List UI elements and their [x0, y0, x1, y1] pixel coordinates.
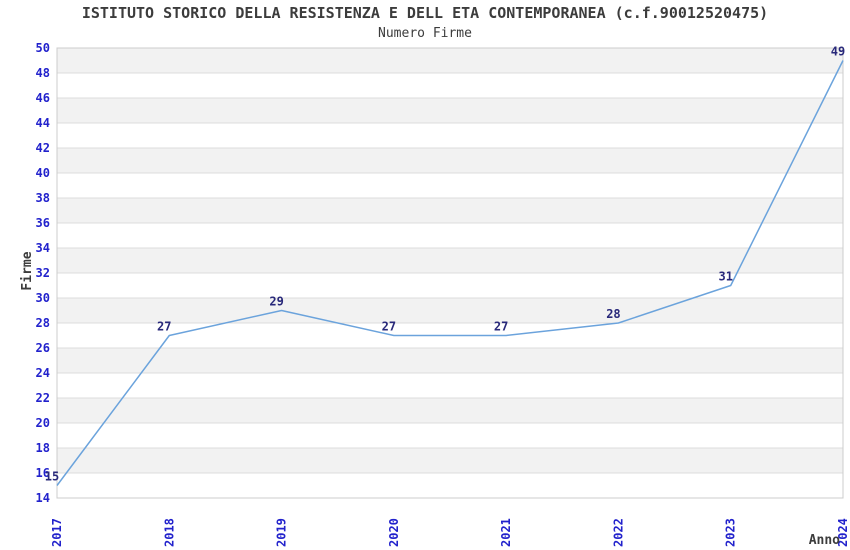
chart-title: ISTITUTO STORICO DELLA RESISTENZA E DELL… [81, 4, 769, 22]
x-tick-label: 2020 [387, 518, 401, 547]
y-tick-label: 46 [36, 91, 50, 105]
y-tick-label: 42 [36, 141, 50, 155]
plot-band [57, 48, 843, 73]
y-tick-label: 34 [36, 241, 50, 255]
x-tick-label: 2023 [724, 518, 738, 547]
x-tick-label: 2021 [499, 518, 513, 547]
data-label: 15 [45, 470, 59, 484]
y-tick-label: 44 [36, 116, 50, 130]
x-tick-label: 2017 [50, 518, 64, 547]
x-tick-label: 2024 [836, 518, 850, 547]
y-tick-label: 36 [36, 216, 50, 230]
data-label: 29 [269, 295, 283, 309]
chart-subtitle: Numero Firme [378, 26, 472, 41]
data-label: 27 [382, 320, 396, 334]
plot-band [57, 148, 843, 173]
plot-band [57, 348, 843, 373]
data-label: 27 [157, 320, 171, 334]
plot-band [57, 398, 843, 423]
plot-band [57, 198, 843, 223]
plot-border [56, 47, 844, 499]
y-tick-label: 18 [36, 441, 50, 455]
y-tick-label: 24 [36, 366, 50, 380]
plot-band [57, 98, 843, 123]
plot-band [57, 248, 843, 273]
plot-band [57, 448, 843, 473]
y-tick-label: 40 [36, 166, 50, 180]
plot-band [57, 298, 843, 323]
data-label: 49 [831, 45, 845, 59]
y-tick-label: 48 [36, 66, 50, 80]
x-tick-label: 2018 [162, 518, 176, 547]
plot-layers: 1416182022242628303234363840424446485020… [36, 41, 850, 547]
y-tick-label: 50 [36, 41, 50, 55]
y-tick-label: 22 [36, 391, 50, 405]
y-tick-label: 26 [36, 341, 50, 355]
data-label: 28 [606, 307, 620, 321]
y-tick-label: 30 [36, 291, 50, 305]
y-tick-label: 32 [36, 266, 50, 280]
y-tick-label: 20 [36, 416, 50, 430]
data-label: 27 [494, 320, 508, 334]
y-tick-label: 38 [36, 191, 50, 205]
y-tick-label: 16 [36, 466, 50, 480]
x-tick-label: 2022 [611, 518, 625, 547]
x-tick-label: 2019 [275, 518, 289, 547]
y-tick-label: 28 [36, 316, 50, 330]
y-axis-title: Firme [20, 251, 35, 290]
series-line [56, 60, 844, 486]
x-axis-title: Anno [809, 533, 840, 548]
y-tick-label: 14 [36, 491, 50, 505]
data-label: 31 [718, 270, 732, 284]
